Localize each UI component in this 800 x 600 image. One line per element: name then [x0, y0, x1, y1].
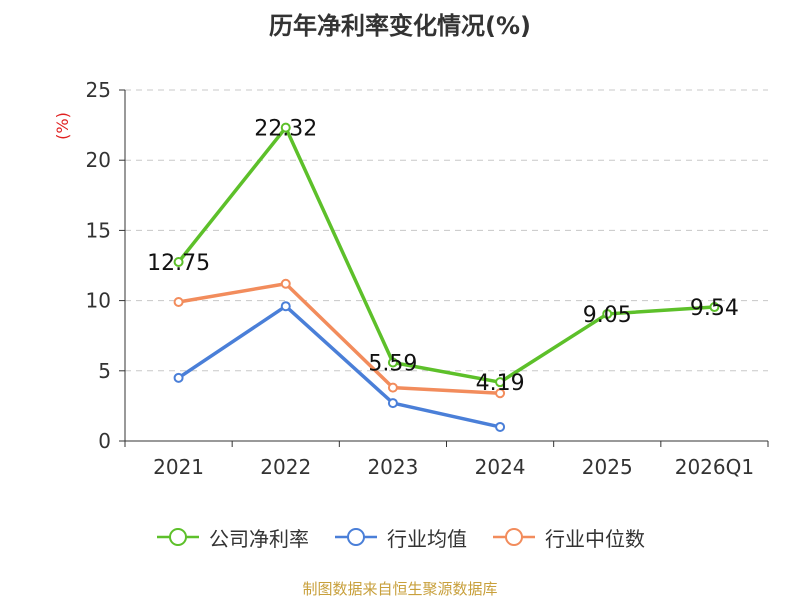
series-lines	[173, 122, 720, 432]
data-point	[602, 308, 613, 319]
data-point	[709, 302, 720, 313]
series-line	[178, 282, 501, 396]
data-point	[173, 297, 184, 308]
y-tick-label: 0	[98, 429, 111, 453]
grid-lines	[125, 89, 768, 372]
x-tick-label: 2025	[582, 455, 633, 479]
x-tick-label: 2026Q1	[675, 455, 754, 479]
legend-label-company: 公司净利率	[209, 526, 309, 551]
data-label: 12.75	[147, 251, 210, 276]
data-labels: 12.75 22.32 5.59 4.19 9.05 9.54	[147, 117, 739, 397]
data-point	[495, 421, 506, 432]
data-point	[173, 256, 184, 267]
data-point	[387, 398, 398, 409]
data-label: 9.54	[690, 296, 739, 321]
y-axis-label: (%)	[53, 112, 72, 140]
data-point	[280, 122, 291, 133]
data-label: 9.05	[583, 303, 632, 328]
y-tick-label: 5	[98, 359, 111, 383]
source-note: 制图数据来自恒生聚源数据库	[302, 580, 498, 598]
legend-swatch-industry-median	[493, 528, 535, 546]
series-line	[177, 125, 715, 384]
x-tick-label: 2023	[367, 455, 418, 479]
legend-label-industry-mean: 行业均值	[387, 526, 467, 551]
series-line	[177, 304, 501, 429]
legend-label-industry-median: 行业中位数	[545, 526, 645, 551]
data-point	[387, 357, 398, 368]
legend: 公司净利率 行业均值 行业中位数	[0, 520, 800, 554]
data-point	[495, 377, 506, 388]
legend-item-industry-mean[interactable]: 行业均值	[333, 523, 467, 552]
data-point	[495, 388, 506, 399]
x-tick-label: 2022	[260, 455, 311, 479]
data-point	[387, 382, 398, 393]
data-label: 4.19	[476, 371, 525, 396]
chart-title: 历年净利率变化情况(%)	[269, 12, 531, 40]
y-tick-label: 10	[86, 289, 111, 313]
data-point	[280, 301, 291, 312]
data-point	[173, 372, 184, 383]
legend-item-industry-median[interactable]: 行业中位数	[491, 523, 645, 552]
y-tick-label: 20	[86, 148, 111, 172]
legend-swatch-industry-mean	[335, 528, 377, 546]
legend-swatch-company	[157, 528, 199, 546]
y-tick-label: 25	[86, 78, 111, 102]
x-tick-label: 2021	[153, 455, 204, 479]
data-label: 22.32	[254, 117, 317, 142]
y-tick-label: 15	[86, 218, 111, 242]
data-point	[280, 278, 291, 289]
x-tick-label: 2024	[475, 455, 526, 479]
legend-item-company[interactable]: 公司净利率	[155, 523, 309, 552]
data-label: 5.59	[368, 352, 417, 377]
